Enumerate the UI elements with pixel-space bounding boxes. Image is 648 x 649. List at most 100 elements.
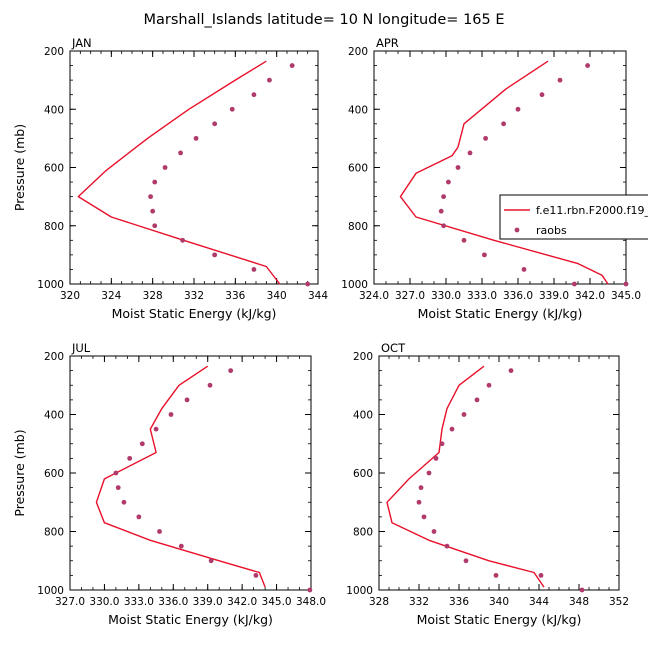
raobs-point: [228, 368, 234, 374]
x-tick-label: 345.0: [611, 290, 641, 302]
x-tick-label: 344: [529, 596, 549, 608]
raobs-point: [438, 208, 444, 214]
panel-label: OCT: [381, 341, 406, 355]
raobs-point: [208, 558, 214, 564]
raobs-point: [486, 382, 492, 388]
raobs-point: [421, 514, 427, 520]
raobs-point: [433, 455, 439, 461]
raobs-point: [180, 237, 186, 243]
raobs-point: [538, 572, 544, 578]
raobs-point: [115, 485, 121, 491]
raobs-point: [539, 92, 545, 98]
panel-jan: 320 324 328 332 336 340 344 200 400 600 800 1000 JAN…: [12, 36, 328, 321]
raobs-point: [148, 194, 154, 200]
x-tick-label: 340: [267, 290, 287, 302]
y-tick-label: 600: [44, 468, 64, 480]
raobs-point: [212, 252, 218, 258]
x-tick-label: 344: [308, 290, 328, 302]
x-tick-label: 332: [184, 290, 204, 302]
raobs-point: [305, 281, 311, 287]
raobs-point: [157, 529, 162, 534]
raobs-point: [444, 543, 450, 549]
x-tick-label: 336: [225, 290, 245, 302]
x-axis-title: Moist Static Energy (kJ/kg): [108, 612, 273, 627]
y-tick-label: 800: [353, 527, 373, 539]
y-tick-label: 200: [353, 351, 373, 363]
x-tick-label: 324.0: [359, 290, 389, 302]
x-tick-label: 336: [449, 596, 469, 608]
panel-apr: 324.0 327.0 330.0 333.0 336.0 339.0 342.0 345.0…: [341, 36, 641, 321]
x-tick-label: 340: [489, 596, 509, 608]
raobs-point: [467, 150, 473, 156]
data-layer: [399, 60, 629, 287]
y-tick-label: 200: [44, 351, 64, 363]
y-tick-label: 200: [44, 46, 64, 58]
raobs-point: [152, 223, 158, 229]
raobs-point: [289, 63, 295, 68]
raobs-point: [482, 252, 487, 258]
legend-label-model: f.e11.rbn.F2000.f19_: [536, 204, 648, 217]
panel-label: JUL: [71, 341, 91, 355]
x-tick-label: 342.0: [227, 596, 257, 608]
x-axis-title: Moist Static Energy (kJ/kg): [417, 612, 582, 627]
x-tick-label: 348.0: [296, 596, 326, 608]
legend: f.e11.rbn.F2000.f19_raobs: [499, 194, 648, 240]
raobs-point: [121, 499, 127, 505]
raobs-point: [253, 572, 259, 578]
y-tick-label: 800: [348, 221, 368, 233]
raobs-point: [184, 397, 190, 403]
panel-label: APR: [376, 36, 399, 50]
legend-point-swatch: [514, 227, 520, 233]
raobs-point: [150, 208, 156, 214]
raobs-point: [416, 499, 422, 505]
raobs-point: [572, 281, 577, 287]
y-tick-label: 800: [44, 221, 64, 233]
raobs-point: [193, 135, 199, 141]
legend-label-raobs: raobs: [536, 224, 567, 237]
raobs-point: [441, 194, 446, 200]
y-tick-label: 600: [353, 468, 373, 480]
y-tick-label: 400: [44, 104, 64, 116]
plot-frame: [69, 50, 319, 285]
x-tick-label: 333.0: [124, 596, 154, 608]
raobs-point: [229, 106, 235, 112]
raobs-point: [501, 121, 506, 127]
raobs-point: [418, 485, 424, 491]
model-profile-line: [386, 365, 545, 588]
raobs-point: [431, 529, 437, 534]
y-tick-label: 1000: [37, 279, 64, 291]
x-tick-label: 352: [609, 596, 629, 608]
x-tick-label: 328: [369, 596, 389, 608]
chart-panels: 320 324 328 332 336 340 344 200 400 600 800 1000 JAN…: [12, 36, 641, 627]
raobs-point: [307, 587, 313, 593]
x-tick-label: 328: [143, 290, 163, 302]
raobs-point: [136, 514, 142, 520]
x-tick-label: 320: [60, 290, 80, 302]
x-tick-label: 339.0: [193, 596, 223, 608]
x-tick-label: 327.0: [395, 290, 425, 302]
x-axis-title: Moist Static Energy (kJ/kg): [418, 306, 583, 321]
y-tick-label: 800: [44, 527, 64, 539]
data-layer: [77, 60, 311, 287]
y-axis-title: Pressure (mb): [12, 429, 27, 516]
raobs-point: [212, 121, 218, 127]
raobs-point: [152, 179, 158, 185]
x-tick-label: 333.0: [467, 290, 497, 302]
x-tick-label: 324: [101, 290, 121, 302]
x-axis-title: Moist Static Energy (kJ/kg): [112, 306, 277, 321]
raobs-point: [127, 455, 133, 461]
raobs-point: [483, 135, 488, 141]
plot-frame: [373, 50, 627, 285]
y-tick-label: 1000: [346, 585, 373, 597]
panel-oct: 328 332 336 340 344 348 352 200 400 600 800 1000 OCT…: [346, 341, 629, 627]
raobs-point: [623, 281, 629, 287]
panel-label: JAN: [71, 36, 92, 50]
raobs-point: [449, 426, 455, 432]
raobs-point: [153, 426, 159, 432]
raobs-point: [455, 165, 461, 170]
raobs-point: [178, 543, 184, 549]
x-tick-label: 332: [409, 596, 429, 608]
x-tick-label: 336.0: [158, 596, 188, 608]
model-profile-line: [399, 60, 609, 285]
